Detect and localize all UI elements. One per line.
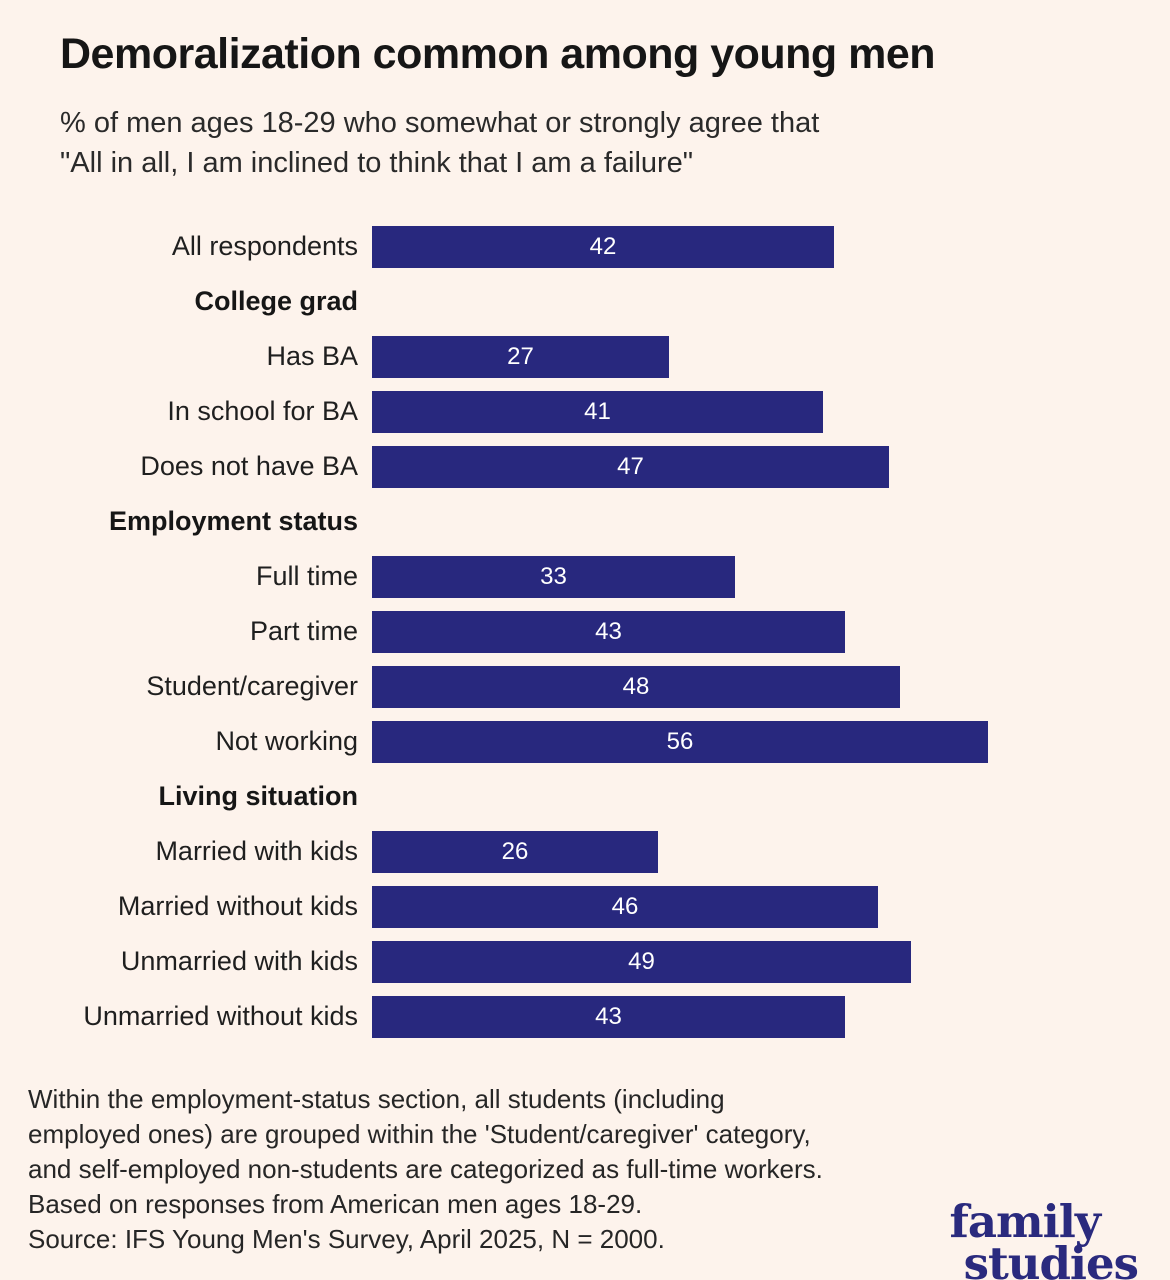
category-label: Full time: [255, 561, 358, 592]
bar-row: Unmarried without kids 43: [18, 989, 1110, 1044]
section-header-row: Employment status: [18, 494, 1110, 549]
category-label: Has BA: [266, 341, 358, 372]
bar-row: Full time 33: [18, 549, 1110, 604]
bar-area: 26: [372, 830, 988, 873]
section-header-label: Living situation: [158, 781, 359, 812]
footnote: Within the employment-status section, al…: [28, 1084, 823, 1255]
bar-area: 43: [372, 610, 988, 653]
category-label: Unmarried without kids: [83, 1001, 358, 1032]
section-header-row: College grad: [18, 274, 1110, 329]
bar-area: 27: [372, 335, 988, 378]
bar-value-label: 26: [501, 837, 529, 865]
bar-area: 33: [372, 555, 988, 598]
bar: 47: [372, 445, 889, 488]
bar-area: 56: [372, 720, 988, 763]
bar: 41: [372, 390, 823, 433]
bar: 33: [372, 555, 735, 598]
category-label: Student/caregiver: [146, 671, 358, 702]
section-header-label: Employment status: [108, 506, 358, 537]
bar-value-label: 47: [617, 452, 644, 480]
category-label: Married with kids: [155, 836, 358, 867]
bar: 43: [372, 995, 845, 1038]
bar-value-label: 49: [628, 947, 655, 975]
chart-page: Demoralization common among young men % …: [0, 30, 1170, 1280]
bar-area: [372, 501, 988, 543]
bar-area: 47: [372, 445, 988, 488]
bar-area: 46: [372, 885, 988, 928]
category-label: All respondents: [171, 231, 358, 262]
category-label: Married without kids: [117, 891, 358, 922]
section-header-row: Living situation: [18, 769, 1110, 824]
section-header-label: College grad: [194, 286, 358, 317]
bar-chart: All respondents 42 College grad Has BA 27 In …: [18, 219, 1110, 1044]
chart-subtitle: % of men ages 18-29 who somewhat or stro…: [60, 107, 820, 180]
bar-row: Married without kids 46: [18, 879, 1110, 934]
category-label: Part time: [249, 616, 358, 647]
bar-row: Not working 56: [18, 714, 1110, 769]
family-studies-logo: family studies: [949, 1195, 1139, 1280]
bar-row: Unmarried with kids 49: [18, 934, 1110, 989]
bar: 46: [372, 885, 878, 928]
bar-value-label: 33: [540, 562, 567, 590]
bar-value-label: 42: [589, 232, 617, 260]
logo-line2: studies: [963, 1236, 1139, 1280]
bar-value-label: 46: [611, 892, 639, 920]
bar: 27: [372, 335, 669, 378]
bar-area: 43: [372, 995, 988, 1038]
bar-area: [372, 281, 988, 323]
bar-row: Has BA 27: [18, 329, 1110, 384]
bar: 48: [372, 665, 900, 708]
bar-row: Married with kids 26: [18, 824, 1110, 879]
bar: 26: [372, 830, 658, 873]
bar-value-label: 43: [595, 1002, 622, 1030]
category-label: Unmarried with kids: [120, 946, 358, 977]
bar-value-label: 48: [622, 672, 650, 700]
category-label: In school for BA: [167, 396, 358, 427]
bar-area: [372, 776, 988, 818]
page-title: Demoralization common among young men: [60, 30, 936, 78]
bar-value-label: 43: [595, 617, 622, 645]
bar-value-label: 56: [666, 727, 694, 755]
bar: 42: [372, 225, 834, 268]
bar-value-label: 27: [507, 342, 534, 370]
bar: 56: [372, 720, 988, 763]
category-label: Does not have BA: [140, 451, 358, 482]
category-label: Not working: [215, 726, 358, 757]
bar-area: 41: [372, 390, 988, 433]
bar-row: Student/caregiver 48: [18, 659, 1110, 714]
chart-rows: All respondents 42 College grad Has BA 27 In …: [18, 219, 1110, 1044]
bar-area: 49: [372, 940, 988, 983]
bar-area: 42: [372, 225, 988, 268]
bar-row: Part time 43: [18, 604, 1110, 659]
bar-row: In school for BA 41: [18, 384, 1110, 439]
bar: 49: [372, 940, 911, 983]
bar: 43: [372, 610, 845, 653]
bar-row: All respondents 42: [18, 219, 1110, 274]
bar-row: Does not have BA 47: [18, 439, 1110, 494]
logo-line1: family: [949, 1195, 1101, 1249]
bar-area: 48: [372, 665, 988, 708]
bar-value-label: 41: [584, 397, 611, 425]
